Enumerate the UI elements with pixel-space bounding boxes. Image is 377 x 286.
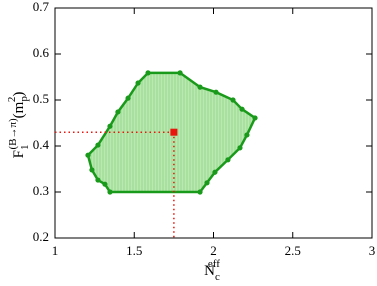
boundary-point: [145, 70, 151, 76]
y-axis-label-part: F: [11, 150, 27, 158]
boundary-point: [177, 70, 183, 76]
boundary-point: [125, 95, 131, 101]
y-tick-label: 0.4: [33, 137, 50, 152]
y-tick-label: 0.3: [33, 183, 49, 198]
boundary-point: [89, 167, 95, 173]
boundary-point: [252, 115, 258, 121]
boundary-point: [95, 142, 101, 148]
y-tick-label: 0.6: [33, 45, 50, 60]
x-axis-label-part: eff: [208, 258, 220, 270]
y-tick-label: 0.7: [33, 0, 50, 14]
boundary-point: [225, 157, 231, 163]
y-axis-label-part: 2: [6, 97, 18, 103]
central-point: [170, 128, 178, 136]
x-axis-label: Nceff: [204, 258, 220, 283]
boundary-point: [135, 80, 141, 86]
y-axis-label-part: 1: [19, 145, 31, 151]
boundary-point: [107, 189, 113, 195]
boundary-point: [230, 97, 236, 103]
x-tick-label: 2: [210, 243, 217, 258]
boundary-point: [95, 177, 101, 183]
boundary-point: [212, 169, 218, 175]
boundary-point: [115, 109, 121, 115]
y-axis-label: F1(B→π)(mp2): [6, 92, 31, 159]
x-tick-label: 2.5: [285, 243, 301, 258]
boundary-point: [237, 145, 243, 151]
boundary-point: [197, 189, 203, 195]
x-tick-label: 3: [369, 243, 376, 258]
y-tick-label: 0.5: [33, 91, 49, 106]
boundary-point: [107, 123, 113, 129]
boundary-point: [213, 89, 219, 95]
boundary-point: [197, 84, 203, 90]
boundary-point: [85, 152, 91, 158]
x-axis-label-part: N: [204, 263, 215, 279]
y-tick-label: 0.2: [33, 229, 49, 244]
y-axis-label-part: p: [18, 96, 30, 102]
y-axis-label-part: (m: [11, 101, 27, 118]
x-tick-label: 1.5: [126, 243, 142, 258]
y-axis-label-part: ): [11, 92, 27, 97]
boundary-point: [239, 106, 245, 112]
boundary-point: [102, 181, 108, 187]
x-tick-label: 1: [52, 243, 59, 258]
x-axis-label-part: c: [215, 271, 220, 283]
boundary-point: [204, 180, 210, 186]
y-axis-label-part: (B→π): [7, 118, 19, 150]
boundary-point: [244, 132, 250, 138]
